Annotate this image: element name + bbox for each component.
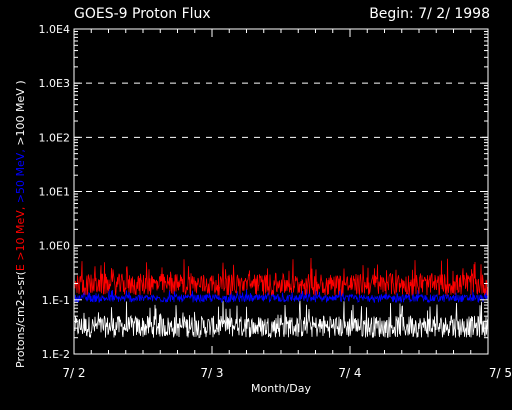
chart-title: GOES-9 Proton Flux <box>74 6 211 22</box>
y-tick-label: 1.0E2 <box>39 131 70 144</box>
y-axis-label-part: >50 MeV, <box>14 146 27 204</box>
series-line-0 <box>74 257 488 297</box>
x-tick-label: 7/ 3 <box>200 366 223 380</box>
x-axis: 7/ 2 7/ 3 7/ 4 7/ 5 <box>62 29 512 380</box>
y-tick-label: 1.0E4 <box>39 23 70 36</box>
chart-begin-date: Begin: 7/ 2/ 1998 <box>369 6 490 22</box>
y-tick-label: 1.0E1 <box>39 186 70 199</box>
y-axis-label-part: E >10 MeV, <box>14 203 27 271</box>
y-tick-label: 1.0E3 <box>39 77 70 90</box>
y-tick-label: 1.E-2 <box>42 348 70 361</box>
y-axis-label-part: Protons/cm2-s-sr( <box>14 271 27 368</box>
y-axis-label: Protons/cm2-s-sr(E >10 MeV, >50 MeV, >10… <box>14 80 27 368</box>
series-line-2 <box>74 300 488 339</box>
x-tick-label: 7/ 5 <box>489 366 512 380</box>
y-tick-label: 1.E-1 <box>42 294 70 307</box>
y-axis-label-part: >100 MeV ) <box>14 80 27 145</box>
gridlines <box>74 82 488 247</box>
x-axis-label: Month/Day <box>251 382 311 395</box>
x-tick-label: 7/ 2 <box>62 366 85 380</box>
y-tick-label: 1.0E0 <box>39 240 70 253</box>
y-axis: 1.E-2 1.E-1 1.0E0 1.0E1 1.0E2 1.0E3 1.0E4 <box>39 23 488 361</box>
x-tick-label: 7/ 4 <box>338 366 361 380</box>
series-line-1 <box>74 288 488 304</box>
data-series <box>74 257 488 339</box>
